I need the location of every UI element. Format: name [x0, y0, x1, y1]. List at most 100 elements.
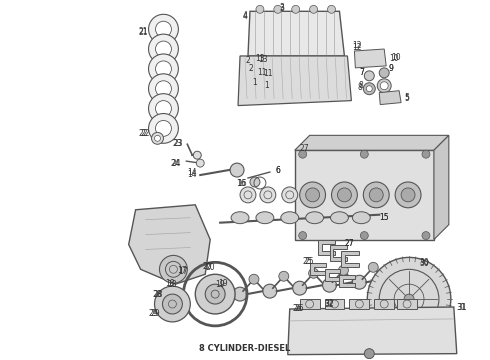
Circle shape — [412, 269, 426, 283]
Circle shape — [379, 68, 389, 78]
Text: 21: 21 — [139, 27, 148, 36]
Text: 15: 15 — [379, 213, 389, 222]
Polygon shape — [397, 299, 417, 309]
Polygon shape — [349, 299, 369, 309]
Circle shape — [205, 284, 225, 304]
Circle shape — [154, 135, 161, 141]
Text: 5: 5 — [405, 93, 410, 102]
Text: 19: 19 — [215, 280, 225, 289]
Text: 1: 1 — [252, 78, 257, 87]
Text: 23: 23 — [172, 139, 182, 148]
Circle shape — [380, 82, 388, 90]
Circle shape — [260, 187, 276, 203]
Circle shape — [377, 79, 391, 93]
Text: 16: 16 — [237, 180, 247, 189]
Circle shape — [148, 113, 178, 143]
Circle shape — [148, 14, 178, 44]
Circle shape — [368, 262, 378, 272]
Circle shape — [240, 187, 256, 203]
Text: 17: 17 — [177, 266, 187, 275]
Circle shape — [363, 182, 389, 208]
Ellipse shape — [306, 212, 323, 224]
Circle shape — [300, 182, 325, 208]
Circle shape — [148, 34, 178, 64]
Circle shape — [256, 5, 264, 13]
Circle shape — [148, 54, 178, 84]
Text: 24: 24 — [171, 159, 180, 168]
Circle shape — [306, 188, 319, 202]
Circle shape — [422, 150, 430, 158]
Text: 9: 9 — [389, 64, 393, 73]
Circle shape — [155, 121, 172, 136]
Circle shape — [299, 150, 307, 158]
Text: 19: 19 — [219, 279, 228, 288]
Text: 18: 18 — [166, 279, 175, 288]
Circle shape — [154, 286, 190, 322]
Polygon shape — [310, 264, 325, 275]
Text: 7: 7 — [359, 68, 364, 77]
Text: 13: 13 — [258, 55, 268, 64]
Circle shape — [196, 274, 235, 314]
Text: 11: 11 — [263, 69, 272, 78]
Text: 28: 28 — [153, 289, 162, 298]
Circle shape — [155, 21, 172, 37]
Circle shape — [339, 265, 348, 275]
Circle shape — [163, 294, 182, 314]
Circle shape — [352, 275, 367, 289]
Polygon shape — [329, 246, 347, 261]
Circle shape — [338, 188, 351, 202]
Circle shape — [263, 284, 277, 298]
Circle shape — [369, 188, 383, 202]
Text: 13: 13 — [255, 54, 265, 63]
Polygon shape — [294, 150, 434, 239]
Text: 7: 7 — [359, 68, 364, 77]
Text: 30: 30 — [419, 259, 429, 268]
Text: 12: 12 — [353, 41, 362, 50]
Text: 6: 6 — [275, 166, 280, 175]
Ellipse shape — [281, 212, 299, 224]
Text: 32: 32 — [325, 300, 334, 309]
Polygon shape — [340, 275, 355, 287]
Polygon shape — [379, 91, 401, 105]
Circle shape — [193, 151, 201, 159]
Text: 20: 20 — [205, 263, 215, 272]
Circle shape — [309, 268, 318, 278]
Text: 31: 31 — [457, 302, 466, 311]
Circle shape — [155, 81, 172, 96]
Polygon shape — [354, 49, 386, 68]
Text: 2: 2 — [249, 64, 254, 73]
Text: 12: 12 — [353, 42, 362, 51]
Text: 26: 26 — [295, 305, 304, 314]
Circle shape — [367, 86, 372, 92]
Circle shape — [401, 188, 415, 202]
Polygon shape — [342, 251, 359, 267]
Text: 27: 27 — [300, 144, 310, 153]
Circle shape — [292, 5, 300, 13]
Polygon shape — [434, 135, 449, 239]
Polygon shape — [129, 205, 210, 284]
Polygon shape — [288, 307, 457, 355]
Text: 23: 23 — [173, 139, 183, 148]
Circle shape — [360, 231, 368, 239]
Circle shape — [148, 74, 178, 104]
Polygon shape — [248, 11, 344, 56]
Text: 4: 4 — [243, 11, 247, 20]
Text: 22: 22 — [139, 129, 148, 138]
Circle shape — [310, 5, 318, 13]
Text: 8: 8 — [359, 81, 364, 90]
Circle shape — [230, 163, 244, 177]
Text: 26: 26 — [293, 305, 302, 314]
Text: 30: 30 — [419, 258, 429, 267]
Text: 31: 31 — [456, 302, 465, 311]
Text: 24: 24 — [172, 159, 181, 168]
Circle shape — [363, 83, 375, 95]
Circle shape — [159, 255, 187, 283]
Text: 16: 16 — [236, 180, 246, 189]
Polygon shape — [294, 135, 449, 150]
Text: 10: 10 — [390, 54, 399, 63]
Polygon shape — [300, 299, 319, 309]
Text: 28: 28 — [154, 289, 163, 298]
Circle shape — [250, 177, 260, 187]
Circle shape — [404, 294, 414, 304]
Text: 14: 14 — [188, 170, 197, 179]
